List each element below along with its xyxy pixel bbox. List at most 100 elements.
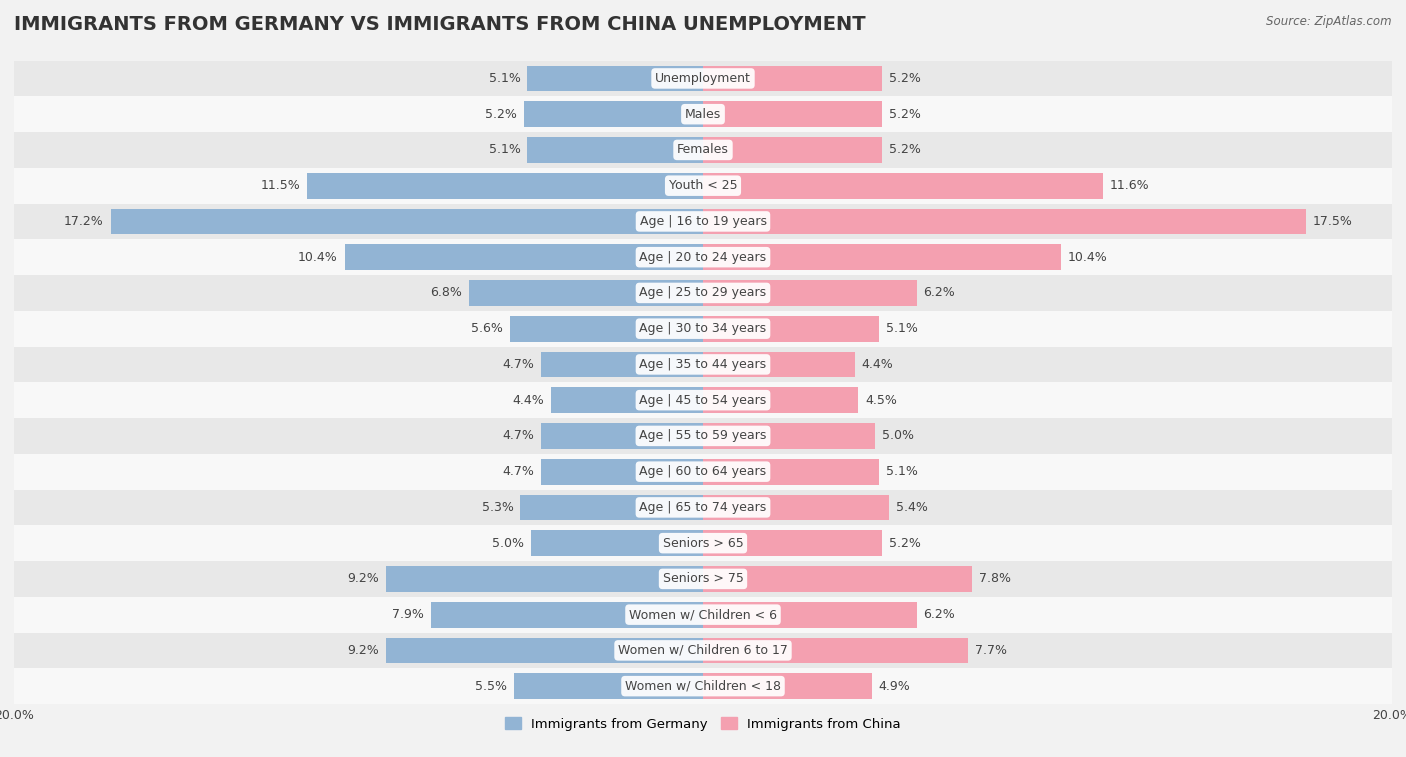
Text: IMMIGRANTS FROM GERMANY VS IMMIGRANTS FROM CHINA UNEMPLOYMENT: IMMIGRANTS FROM GERMANY VS IMMIGRANTS FR… bbox=[14, 15, 866, 34]
Text: Seniors > 75: Seniors > 75 bbox=[662, 572, 744, 585]
Bar bbox=[14, 347, 1392, 382]
Text: Seniors > 65: Seniors > 65 bbox=[662, 537, 744, 550]
Text: Age | 25 to 29 years: Age | 25 to 29 years bbox=[640, 286, 766, 300]
Text: 4.5%: 4.5% bbox=[865, 394, 897, 407]
Text: 5.6%: 5.6% bbox=[471, 322, 503, 335]
Bar bbox=[703, 459, 879, 484]
Text: Women w/ Children < 6: Women w/ Children < 6 bbox=[628, 608, 778, 621]
Bar bbox=[541, 351, 703, 377]
Text: 4.7%: 4.7% bbox=[502, 465, 534, 478]
Text: Age | 16 to 19 years: Age | 16 to 19 years bbox=[640, 215, 766, 228]
Bar bbox=[703, 280, 917, 306]
Bar bbox=[14, 168, 1392, 204]
Text: Youth < 25: Youth < 25 bbox=[669, 179, 737, 192]
Bar bbox=[703, 245, 1062, 270]
Text: 4.7%: 4.7% bbox=[502, 429, 534, 442]
Bar bbox=[703, 388, 858, 413]
Bar bbox=[14, 132, 1392, 168]
Text: 5.2%: 5.2% bbox=[889, 537, 921, 550]
Bar bbox=[703, 101, 882, 127]
Text: 4.4%: 4.4% bbox=[513, 394, 544, 407]
Bar bbox=[703, 173, 1102, 198]
Bar bbox=[14, 275, 1392, 311]
Text: 5.2%: 5.2% bbox=[889, 107, 921, 120]
Bar bbox=[111, 208, 703, 234]
Bar bbox=[703, 66, 882, 92]
Text: 7.9%: 7.9% bbox=[392, 608, 425, 621]
Bar bbox=[387, 637, 703, 663]
Bar bbox=[703, 566, 972, 592]
Text: 7.7%: 7.7% bbox=[976, 644, 1007, 657]
Bar bbox=[527, 66, 703, 92]
Bar bbox=[703, 673, 872, 699]
Bar bbox=[520, 494, 703, 520]
Text: 5.0%: 5.0% bbox=[882, 429, 914, 442]
Bar bbox=[14, 561, 1392, 597]
Text: Age | 65 to 74 years: Age | 65 to 74 years bbox=[640, 501, 766, 514]
Text: 6.2%: 6.2% bbox=[924, 286, 955, 300]
Bar bbox=[703, 208, 1306, 234]
Text: 6.2%: 6.2% bbox=[924, 608, 955, 621]
Bar bbox=[14, 418, 1392, 453]
Text: 5.2%: 5.2% bbox=[485, 107, 517, 120]
Bar bbox=[527, 137, 703, 163]
Text: 5.4%: 5.4% bbox=[896, 501, 928, 514]
Bar bbox=[14, 668, 1392, 704]
Bar bbox=[703, 494, 889, 520]
Text: 5.1%: 5.1% bbox=[886, 465, 918, 478]
Bar bbox=[703, 423, 875, 449]
Bar bbox=[387, 566, 703, 592]
Legend: Immigrants from Germany, Immigrants from China: Immigrants from Germany, Immigrants from… bbox=[499, 712, 907, 736]
Bar bbox=[14, 239, 1392, 275]
Text: Age | 30 to 34 years: Age | 30 to 34 years bbox=[640, 322, 766, 335]
Bar bbox=[703, 351, 855, 377]
Text: 4.4%: 4.4% bbox=[862, 358, 893, 371]
Bar bbox=[14, 382, 1392, 418]
Text: Women w/ Children 6 to 17: Women w/ Children 6 to 17 bbox=[619, 644, 787, 657]
Text: 17.2%: 17.2% bbox=[63, 215, 104, 228]
Text: Females: Females bbox=[678, 143, 728, 157]
Text: 17.5%: 17.5% bbox=[1313, 215, 1353, 228]
Bar bbox=[14, 490, 1392, 525]
Text: 5.2%: 5.2% bbox=[889, 72, 921, 85]
Text: Males: Males bbox=[685, 107, 721, 120]
Text: 5.3%: 5.3% bbox=[482, 501, 513, 514]
Text: Age | 20 to 24 years: Age | 20 to 24 years bbox=[640, 251, 766, 263]
Text: 5.1%: 5.1% bbox=[886, 322, 918, 335]
Text: 7.8%: 7.8% bbox=[979, 572, 1011, 585]
Text: 10.4%: 10.4% bbox=[298, 251, 337, 263]
Text: 5.5%: 5.5% bbox=[475, 680, 506, 693]
Text: 9.2%: 9.2% bbox=[347, 572, 380, 585]
Text: 6.8%: 6.8% bbox=[430, 286, 461, 300]
Bar bbox=[703, 637, 969, 663]
Text: 10.4%: 10.4% bbox=[1069, 251, 1108, 263]
Bar bbox=[531, 530, 703, 556]
Bar bbox=[551, 388, 703, 413]
Text: Age | 55 to 59 years: Age | 55 to 59 years bbox=[640, 429, 766, 442]
Bar bbox=[703, 137, 882, 163]
Text: 4.7%: 4.7% bbox=[502, 358, 534, 371]
Bar bbox=[14, 453, 1392, 490]
Bar bbox=[430, 602, 703, 628]
Bar bbox=[14, 525, 1392, 561]
Bar bbox=[14, 204, 1392, 239]
Text: Age | 45 to 54 years: Age | 45 to 54 years bbox=[640, 394, 766, 407]
Bar bbox=[468, 280, 703, 306]
Text: 11.6%: 11.6% bbox=[1109, 179, 1149, 192]
Text: Age | 60 to 64 years: Age | 60 to 64 years bbox=[640, 465, 766, 478]
Bar bbox=[344, 245, 703, 270]
Text: 4.9%: 4.9% bbox=[879, 680, 911, 693]
Bar bbox=[14, 597, 1392, 633]
Text: Age | 35 to 44 years: Age | 35 to 44 years bbox=[640, 358, 766, 371]
Text: 5.0%: 5.0% bbox=[492, 537, 524, 550]
Text: 5.1%: 5.1% bbox=[488, 143, 520, 157]
Text: Women w/ Children < 18: Women w/ Children < 18 bbox=[626, 680, 780, 693]
Text: Source: ZipAtlas.com: Source: ZipAtlas.com bbox=[1267, 15, 1392, 28]
Bar bbox=[513, 673, 703, 699]
Bar bbox=[510, 316, 703, 341]
Bar bbox=[14, 633, 1392, 668]
Text: 5.2%: 5.2% bbox=[889, 143, 921, 157]
Bar bbox=[14, 96, 1392, 132]
Bar bbox=[14, 61, 1392, 96]
Bar bbox=[307, 173, 703, 198]
